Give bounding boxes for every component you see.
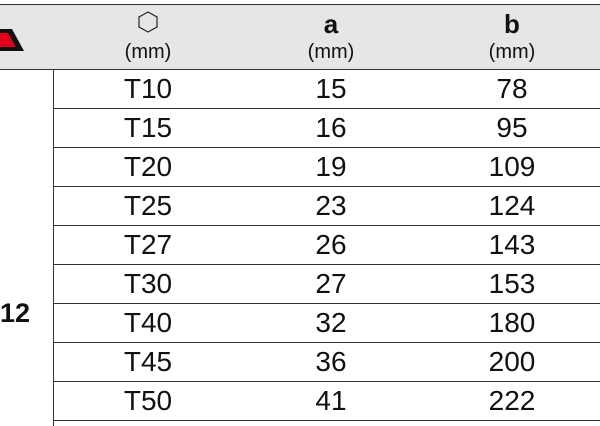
cell-b: 200 — [488, 346, 536, 377]
cell-size: T27 — [123, 229, 173, 260]
cell-b: 153 — [488, 268, 536, 299]
header-a: a (mm) — [271, 5, 391, 69]
cell-size: T50 — [123, 385, 173, 416]
cell-a: 16 — [315, 112, 347, 143]
cell-size: T20 — [123, 151, 173, 182]
table-row: T30 27 153 — [54, 265, 600, 304]
header-unit: (mm) — [124, 41, 172, 63]
cell-a: 32 — [315, 307, 347, 338]
cell-size: T15 — [123, 112, 173, 143]
cell-size: T40 — [123, 307, 173, 338]
group-label: 12 — [0, 298, 31, 328]
cell-a: 19 — [315, 151, 347, 182]
cell-b: 109 — [488, 151, 536, 182]
table-body: T10 15 78 T15 16 95 T20 19 109 T25 23 124 T27 26 143 T3… — [54, 70, 600, 421]
header-unit: (mm) — [488, 41, 536, 63]
cell-b: 78 — [496, 73, 528, 104]
table-row: T50 41 222 — [54, 382, 600, 421]
cell-a: 27 — [315, 268, 347, 299]
header-size: (mm) — [88, 5, 208, 69]
table-header: (mm) a (mm) b (mm) — [0, 4, 600, 70]
cell-size: T10 — [123, 73, 173, 104]
cell-b: 143 — [488, 229, 536, 260]
cell-a: 15 — [315, 73, 347, 104]
table-row: T40 32 180 — [54, 304, 600, 343]
cell-size: T45 — [123, 346, 173, 377]
header-label: b — [504, 9, 520, 39]
cell-size: T30 — [123, 268, 173, 299]
header-b: b (mm) — [452, 5, 572, 69]
table-row: T20 19 109 — [54, 148, 600, 187]
hexagon-icon — [138, 11, 158, 33]
cell-b: 124 — [488, 190, 536, 221]
cell-b: 95 — [496, 112, 528, 143]
header-label: a — [323, 9, 339, 39]
cell-a: 23 — [315, 190, 347, 221]
cell-b: 180 — [488, 307, 536, 338]
header-unit: (mm) — [307, 41, 355, 63]
table-row: T10 15 78 — [54, 70, 600, 109]
cell-size: T25 — [123, 190, 173, 221]
table-row: T15 16 95 — [54, 109, 600, 148]
cell-a: 41 — [315, 385, 347, 416]
brand-logo-icon — [0, 29, 24, 51]
cell-a: 26 — [315, 229, 347, 260]
table-row: T27 26 143 — [54, 226, 600, 265]
table-row: T25 23 124 — [54, 187, 600, 226]
cell-a: 36 — [315, 346, 347, 377]
group-column: 12 — [0, 70, 54, 426]
cell-b: 222 — [488, 385, 536, 416]
table-row: T45 36 200 — [54, 343, 600, 382]
